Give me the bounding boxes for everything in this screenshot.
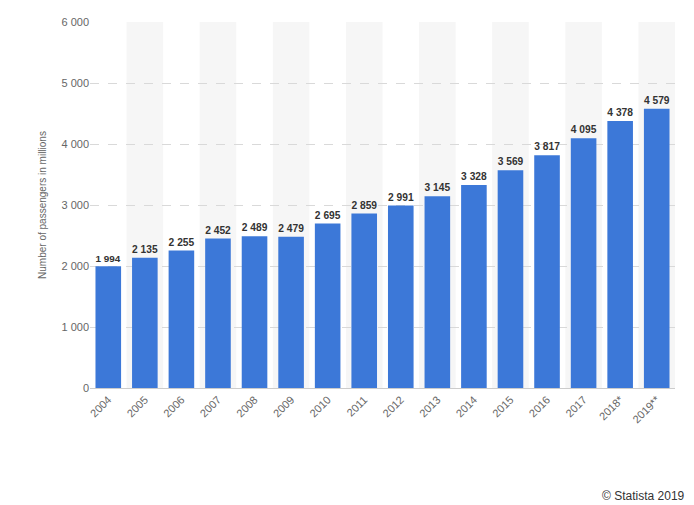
svg-text:© Statista 2019: © Statista 2019 [602, 489, 685, 503]
svg-text:4 000: 4 000 [61, 138, 89, 150]
svg-text:2 479: 2 479 [278, 223, 304, 234]
svg-text:2014: 2014 [453, 394, 479, 420]
svg-text:2 135: 2 135 [132, 244, 158, 255]
svg-text:2016: 2016 [527, 394, 553, 420]
svg-text:2019**: 2019** [630, 393, 662, 425]
svg-text:2004: 2004 [88, 394, 114, 420]
svg-text:2012: 2012 [380, 394, 406, 420]
svg-text:2013: 2013 [417, 394, 443, 420]
svg-text:2 489: 2 489 [242, 222, 268, 233]
svg-text:2008: 2008 [234, 394, 260, 420]
svg-text:2018*: 2018* [597, 393, 626, 422]
svg-text:6 000: 6 000 [61, 16, 89, 28]
svg-text:2 695: 2 695 [315, 210, 341, 221]
svg-text:2007: 2007 [197, 394, 223, 420]
svg-text:3 328: 3 328 [461, 171, 487, 182]
svg-text:1 000: 1 000 [61, 321, 89, 333]
svg-text:Number of passengers in millio: Number of passengers in millions [37, 131, 48, 279]
svg-text:2010: 2010 [307, 394, 333, 420]
svg-text:4 378: 4 378 [607, 107, 633, 118]
svg-text:2 991: 2 991 [388, 192, 414, 203]
svg-text:2005: 2005 [124, 394, 150, 420]
svg-text:2 452: 2 452 [205, 225, 231, 236]
svg-text:3 569: 3 569 [498, 156, 524, 167]
svg-text:2 255: 2 255 [169, 237, 195, 248]
svg-text:0: 0 [83, 382, 89, 394]
svg-text:3 145: 3 145 [425, 182, 451, 193]
svg-text:5 000: 5 000 [61, 77, 89, 89]
svg-text:3 817: 3 817 [534, 141, 560, 152]
svg-text:2006: 2006 [161, 394, 187, 420]
svg-text:4 095: 4 095 [571, 124, 597, 135]
svg-text:2009: 2009 [271, 394, 297, 420]
svg-text:2011: 2011 [344, 394, 369, 419]
svg-text:2017: 2017 [563, 394, 589, 420]
svg-text:2015: 2015 [490, 394, 516, 420]
svg-text:2 859: 2 859 [351, 200, 377, 211]
svg-text:2 000: 2 000 [61, 260, 89, 272]
svg-text:1 994: 1 994 [95, 253, 120, 264]
svg-text:4 579: 4 579 [644, 95, 670, 106]
svg-text:3 000: 3 000 [61, 199, 89, 211]
